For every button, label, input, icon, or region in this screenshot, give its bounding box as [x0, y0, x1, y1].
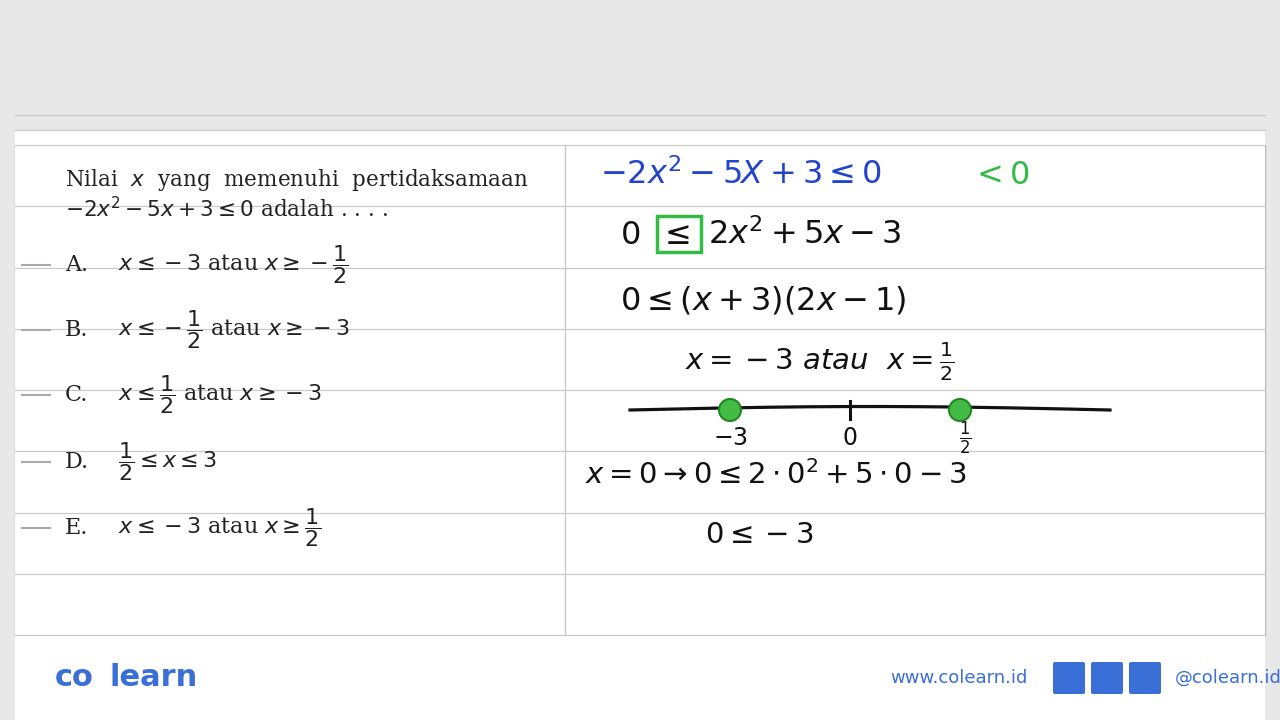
Text: Nilai  $x$  yang  memenuhi  pertidaksamaan: Nilai $x$ yang memenuhi pertidaksamaan	[65, 167, 529, 193]
Circle shape	[948, 399, 972, 421]
Bar	[15, 130, 1265, 720]
Text: $-2x^2 - 5x + 3 \leq 0$ adalah . . . .: $-2x^2 - 5x + 3 \leq 0$ adalah . . . .	[65, 197, 388, 222]
Text: D.: D.	[65, 451, 90, 473]
Text: co: co	[55, 664, 93, 693]
Text: $< 0$: $< 0$	[970, 160, 1029, 191]
Text: $x \leq \dfrac{1}{2}$ atau $x \geq -3$: $x \leq \dfrac{1}{2}$ atau $x \geq -3$	[118, 374, 323, 416]
Text: $0 \leq (x+3)(2x-1)$: $0 \leq (x+3)(2x-1)$	[620, 284, 906, 316]
Text: $-3$: $-3$	[713, 426, 748, 450]
Text: @colearn.id: @colearn.id	[1175, 669, 1280, 687]
Text: $0$: $0$	[620, 220, 640, 251]
Text: C.: C.	[65, 384, 88, 406]
Text: $x=-3$ atau  $x=\frac{1}{2}$: $x=-3$ atau $x=\frac{1}{2}$	[685, 341, 955, 383]
Circle shape	[719, 399, 741, 421]
FancyBboxPatch shape	[1129, 662, 1161, 694]
Text: A.: A.	[65, 254, 88, 276]
Text: $x \leq -3$ atau $x \geq \dfrac{1}{2}$: $x \leq -3$ atau $x \geq \dfrac{1}{2}$	[118, 507, 321, 549]
Bar	[15, 145, 1265, 635]
Text: B.: B.	[65, 319, 88, 341]
FancyBboxPatch shape	[1091, 662, 1123, 694]
Text: $\frac{1}{2}$: $\frac{1}{2}$	[959, 419, 972, 456]
Text: $2x^2+5x-3$: $2x^2+5x-3$	[708, 219, 901, 251]
Text: $x \leq -\dfrac{1}{2}$ atau $x \geq -3$: $x \leq -\dfrac{1}{2}$ atau $x \geq -3$	[118, 309, 349, 351]
Text: www.colearn.id: www.colearn.id	[890, 669, 1028, 687]
Text: $0$: $0$	[842, 426, 858, 450]
FancyBboxPatch shape	[1053, 662, 1085, 694]
Text: learn: learn	[110, 664, 198, 693]
Text: $\leq$: $\leq$	[658, 220, 690, 251]
Text: E.: E.	[65, 517, 88, 539]
Text: $\dfrac{1}{2} \leq x \leq 3$: $\dfrac{1}{2} \leq x \leq 3$	[118, 441, 218, 483]
Text: $x \leq -3$ atau $x \geq -\dfrac{1}{2}$: $x \leq -3$ atau $x \geq -\dfrac{1}{2}$	[118, 243, 348, 287]
Text: $-2x^2-5X+3 \leq 0$: $-2x^2-5X+3 \leq 0$	[600, 158, 882, 192]
Text: $x=0 \rightarrow 0 \leq 2 \cdot 0^2+5 \cdot 0-3$: $x=0 \rightarrow 0 \leq 2 \cdot 0^2+5 \c…	[585, 460, 966, 490]
Text: $0 \leq -3$: $0 \leq -3$	[705, 521, 813, 549]
